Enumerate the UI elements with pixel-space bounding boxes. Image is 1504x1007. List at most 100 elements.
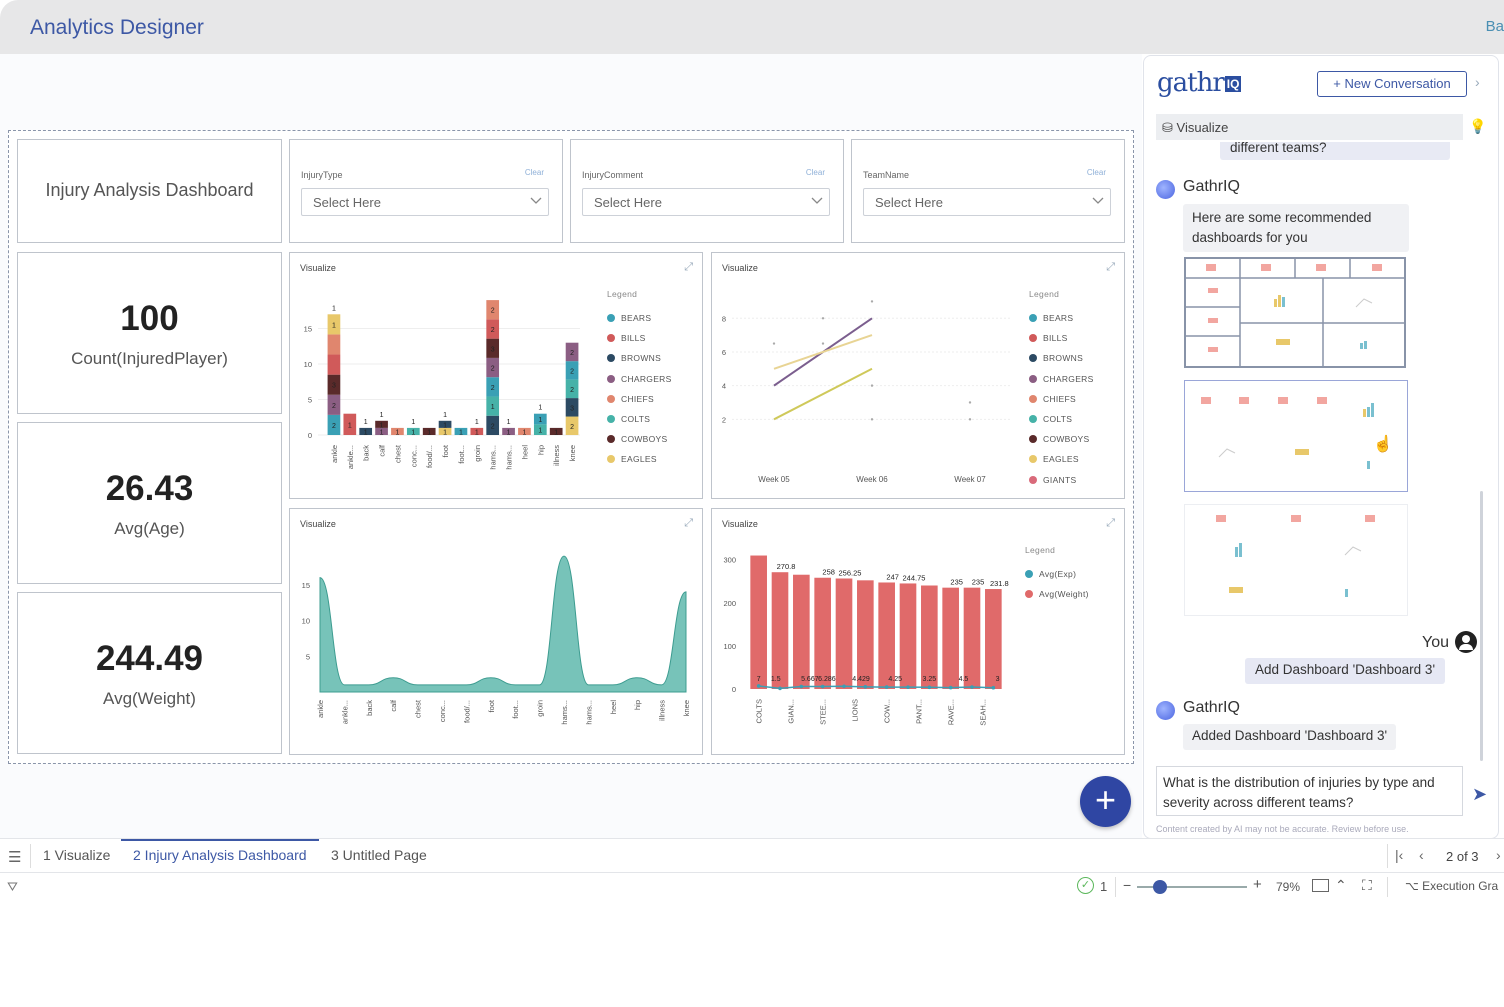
send-icon[interactable]: ➤ bbox=[1472, 784, 1488, 804]
legend-item[interactable]: EAGLES bbox=[1029, 449, 1094, 469]
x-tick-label: groin bbox=[473, 445, 482, 462]
dashboard-thumbnail: ☝ bbox=[1201, 397, 1393, 469]
legend-item[interactable]: COLTS bbox=[1029, 409, 1094, 429]
kpi-card-count[interactable]: 100 Count(InjuredPlayer) bbox=[17, 252, 282, 414]
area-chart: 5 10 15 ankle ankle... back calf chest conc... fo… bbox=[302, 555, 691, 725]
chart-card-weekly-line[interactable]: Visualize ⤢ 2 4 6 8 Week 05 Week 06 Week 07 Le… bbox=[711, 252, 1125, 499]
bar-value-label: 231.8 bbox=[990, 579, 1009, 588]
segment-label: 3 bbox=[332, 383, 336, 390]
avg-exp-point bbox=[799, 684, 804, 689]
avg-exp-line bbox=[758, 685, 994, 690]
dashboard-suggestion-1[interactable] bbox=[1184, 257, 1406, 368]
tab-injury-analysis-dashboard[interactable]: 2 Injury Analysis Dashboard bbox=[133, 847, 307, 863]
bar-segment bbox=[327, 374, 341, 395]
legend-item[interactable]: CHARGERS bbox=[607, 369, 672, 389]
add-widget-button[interactable]: + bbox=[1080, 776, 1131, 827]
chat-history[interactable]: different teams? GathrIQ Here are some r… bbox=[1144, 142, 1494, 762]
filter-clear-button[interactable]: Clear bbox=[524, 168, 544, 177]
y-tick-label: 5 bbox=[308, 396, 312, 405]
tab-untitled-page[interactable]: 3 Untitled Page bbox=[331, 847, 427, 863]
top-right-link[interactable]: Ba bbox=[1485, 18, 1504, 35]
bar-segment bbox=[375, 427, 388, 435]
legend-item[interactable]: COLTS bbox=[607, 409, 672, 429]
zoom-out-icon[interactable]: − bbox=[1123, 877, 1132, 893]
zoom-in-icon[interactable]: + bbox=[1253, 876, 1262, 893]
execution-graph-button[interactable]: ⌥ Execution Gra bbox=[1405, 879, 1498, 893]
filter-team-name[interactable]: TeamName Clear Select Here bbox=[851, 139, 1125, 243]
x-tick-label: hip bbox=[536, 445, 545, 455]
expand-icon[interactable]: ⤢ bbox=[684, 517, 693, 529]
dashboard-title-card[interactable]: Injury Analysis Dashboard bbox=[17, 139, 282, 243]
avg-exp-label: 5.667 bbox=[801, 676, 819, 683]
filter-clear-button[interactable]: Clear bbox=[1086, 168, 1106, 177]
filter-icon[interactable]: ⛛ bbox=[7, 879, 18, 894]
chart-card-injury-area[interactable]: Visualize ⤢ 5 10 15 ankle ankle... back calf ch… bbox=[289, 508, 703, 755]
first-page-icon[interactable]: |‹ bbox=[1395, 847, 1404, 863]
kpi-card-age[interactable]: 26.43 Avg(Age) bbox=[17, 422, 282, 584]
filter-label: TeamName bbox=[863, 170, 910, 180]
legend-item[interactable]: EAGLES bbox=[607, 449, 672, 469]
data-point bbox=[870, 300, 874, 303]
legend-item[interactable]: COWBOYS bbox=[1029, 429, 1094, 449]
legend-item[interactable]: BILLS bbox=[1029, 328, 1094, 348]
bar-segment bbox=[327, 394, 341, 415]
legend-item[interactable]: COWBOYS bbox=[607, 429, 672, 449]
legend-label: BROWNS bbox=[1043, 353, 1084, 364]
chart-card-team-weight[interactable]: Visualize ⤢ 0 100 200 300 309.5 270.8 258 256.2… bbox=[711, 508, 1125, 755]
legend-item[interactable]: Avg(Weight) bbox=[1025, 584, 1089, 604]
legend-swatch bbox=[607, 334, 615, 343]
y-tick-label: 15 bbox=[304, 325, 312, 334]
legend-item[interactable]: CHIEFS bbox=[607, 389, 672, 409]
legend-swatch bbox=[1025, 570, 1033, 579]
avg-exp-point bbox=[991, 685, 996, 690]
zoom-slider-handle[interactable] bbox=[1153, 880, 1167, 894]
legend-item[interactable]: CHIEFS bbox=[1029, 389, 1094, 409]
x-tick-label: groin bbox=[536, 700, 545, 717]
x-tick-label: chest bbox=[393, 444, 402, 463]
select-placeholder: Select Here bbox=[594, 195, 662, 210]
expand-icon[interactable]: ⤢ bbox=[1106, 261, 1115, 273]
bar-total-label: 1 bbox=[538, 405, 542, 412]
menu-icon[interactable]: ☰ bbox=[8, 849, 22, 866]
expand-icon[interactable]: ⤢ bbox=[1106, 517, 1115, 529]
chart-card-injury-stacked[interactable]: Visualize ⤢ 0 5 10 15 2 2 3 1 1 ankle 1 ankle... 1 1 b… bbox=[289, 252, 703, 499]
dashboard-suggestion-3[interactable] bbox=[1184, 504, 1408, 616]
collapse-panel-icon[interactable]: › bbox=[1475, 74, 1480, 90]
bar-segment bbox=[438, 420, 452, 428]
y-tick-label: 5 bbox=[306, 652, 310, 661]
filter-injury-comment[interactable]: InjuryComment Clear Select Here bbox=[570, 139, 844, 243]
zoom-slider[interactable] bbox=[1137, 886, 1247, 888]
filter-clear-button[interactable]: Clear bbox=[805, 168, 825, 177]
next-page-icon[interactable]: › bbox=[1496, 847, 1501, 863]
legend-item[interactable]: BEARS bbox=[607, 308, 672, 328]
chevron-up-icon[interactable]: ⌃ bbox=[1335, 877, 1347, 893]
dashboard-suggestion-2[interactable]: ☝ bbox=[1184, 380, 1408, 492]
tab-visualize[interactable]: 1 Visualize bbox=[43, 847, 111, 863]
fit-screen-icon[interactable] bbox=[1312, 879, 1329, 892]
legend-item[interactable]: BROWNS bbox=[607, 348, 672, 368]
legend-item[interactable]: Avg(Exp) bbox=[1025, 564, 1089, 584]
chart-legend: Legend Avg(Exp) Avg(Weight) bbox=[1025, 545, 1089, 604]
bot-message: Here are some recommended dashboards for… bbox=[1183, 204, 1409, 252]
team-name-select[interactable]: Select Here bbox=[863, 188, 1111, 216]
new-conversation-button[interactable]: + New Conversation bbox=[1317, 71, 1467, 97]
legend-item[interactable]: GIANTS bbox=[1029, 470, 1094, 490]
x-tick-label: ankle... bbox=[340, 700, 349, 724]
chat-input[interactable]: What is the distribution of injuries by … bbox=[1156, 766, 1463, 816]
fullscreen-icon[interactable]: ⛶ bbox=[1362, 877, 1372, 893]
injury-type-select[interactable]: Select Here bbox=[301, 188, 549, 216]
injury-comment-select[interactable]: Select Here bbox=[582, 188, 830, 216]
kpi-card-weight[interactable]: 244.49 Avg(Weight) bbox=[17, 592, 282, 754]
legend-item[interactable]: BEARS bbox=[1029, 308, 1094, 328]
filter-injury-type[interactable]: InjuryType Clear Select Here bbox=[289, 139, 563, 243]
legend-item[interactable]: BROWNS bbox=[1029, 348, 1094, 368]
chat-scrollbar[interactable] bbox=[1480, 491, 1483, 761]
lightbulb-icon[interactable]: 💡 bbox=[1469, 118, 1487, 134]
expand-icon[interactable]: ⤢ bbox=[684, 261, 693, 273]
legend-item[interactable]: CHARGERS bbox=[1029, 369, 1094, 389]
bar-value-label: 235 bbox=[972, 578, 985, 587]
prev-page-icon[interactable]: ‹ bbox=[1419, 847, 1424, 863]
segment-label: 1 bbox=[475, 429, 479, 436]
legend-item[interactable]: BILLS bbox=[607, 328, 672, 348]
mode-selector[interactable]: ⛁ Visualize bbox=[1156, 114, 1463, 140]
